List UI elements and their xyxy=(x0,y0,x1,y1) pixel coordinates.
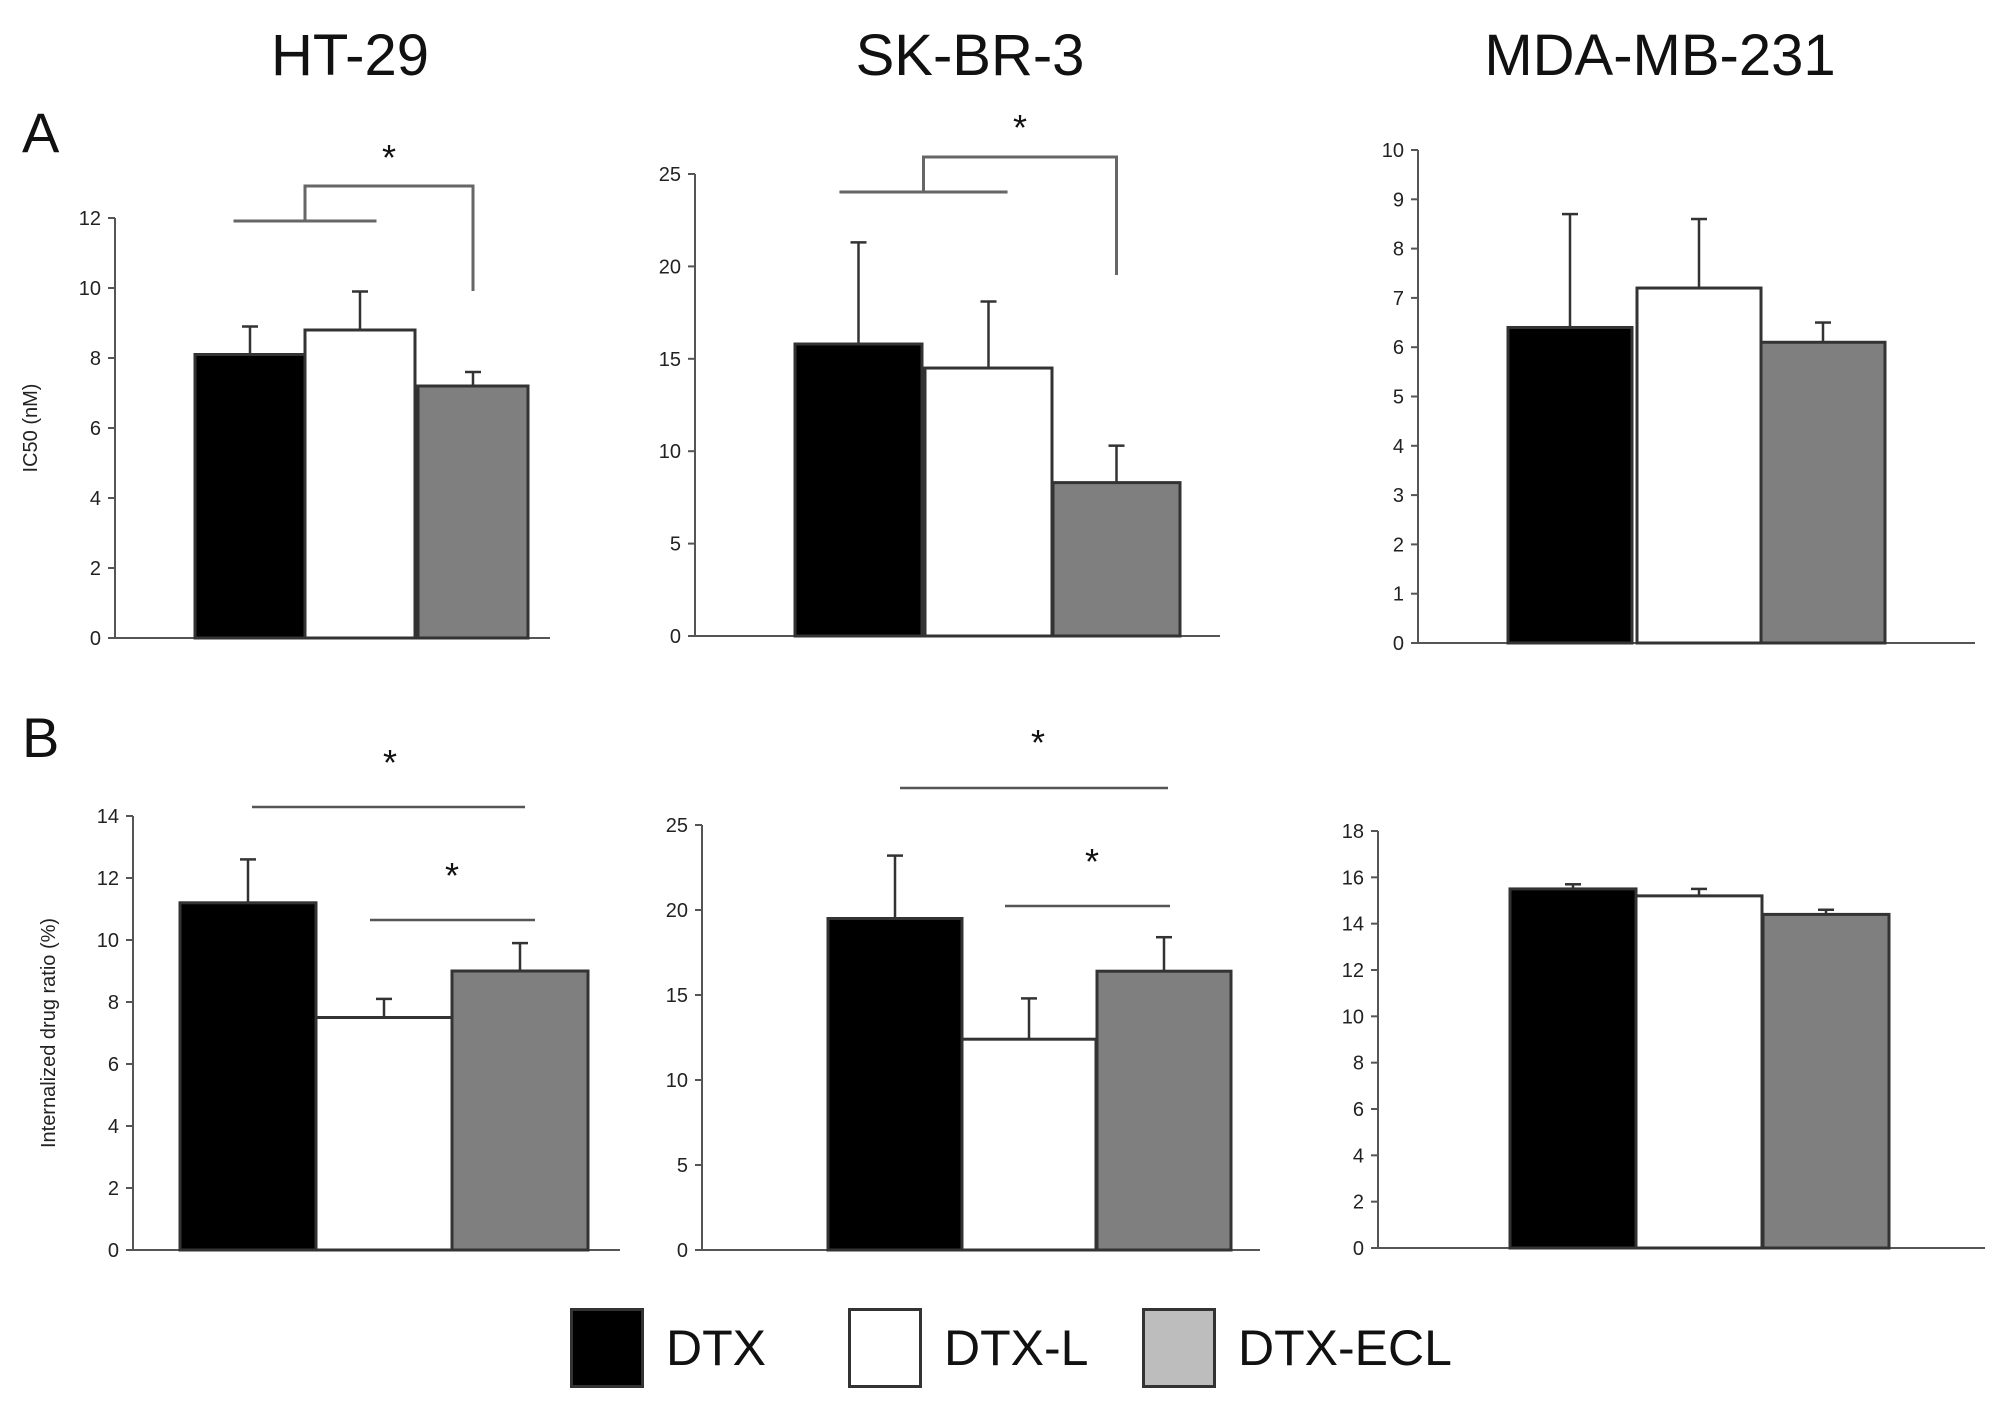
y-tick-label: 25 xyxy=(666,815,688,837)
y-tick-label: 0 xyxy=(670,626,681,648)
y-tick-label: 4 xyxy=(90,488,101,510)
bar-dtx-l xyxy=(314,1016,454,1252)
y-tick-label: 8 xyxy=(1393,239,1404,261)
legend-swatch-dtx xyxy=(570,1308,644,1388)
bar-dtx xyxy=(1508,887,1638,1250)
bar-dtx xyxy=(793,342,924,638)
y-tick-label: 4 xyxy=(1393,436,1404,458)
y-tick-label: 5 xyxy=(1393,387,1404,409)
y-tick-label: 20 xyxy=(659,256,681,278)
y-tick-label: 8 xyxy=(1353,1053,1364,1075)
chart-a-sk-br-3: 0 5 10 15 20 25 * xyxy=(659,107,1220,648)
y-tick-label: 6 xyxy=(1353,1099,1364,1121)
bar-dtx-ecl xyxy=(416,384,530,640)
chart-a-mda-mb-231: 0 1 2 3 4 5 6 7 8 9 10 xyxy=(1382,140,1975,655)
bar-dtx-l xyxy=(303,328,417,640)
y-tick-label: 6 xyxy=(108,1054,119,1076)
title-mdamb231: MDA-MB-231 xyxy=(1484,23,1836,88)
legend-swatch-dtx-l xyxy=(848,1308,922,1388)
y-tick-label: 2 xyxy=(1393,534,1404,556)
y-tick-label: 5 xyxy=(670,534,681,556)
y-tick-label: 3 xyxy=(1393,485,1404,507)
y-tick-label: 5 xyxy=(677,1155,688,1177)
legend-label-dtx-l: DTX-L xyxy=(944,1320,1089,1376)
y-axis-label: IC50 (nM) xyxy=(20,384,42,473)
y-tick-label: 0 xyxy=(90,628,101,650)
y-tick-label: 4 xyxy=(1353,1145,1364,1167)
y-tick-label: 8 xyxy=(90,348,101,370)
chart-a-ht-29: 0 2 4 6 8 10 12 IC50 (nM) * xyxy=(20,137,550,650)
y-tick-label: 7 xyxy=(1393,288,1404,310)
bar-dtx-l xyxy=(1635,286,1763,645)
y-tick-label: 15 xyxy=(659,349,681,371)
bar-dtx-ecl xyxy=(1095,969,1233,1252)
y-tick-label: 10 xyxy=(1382,140,1404,162)
y-tick-label: 10 xyxy=(659,441,681,463)
y-tick-label: 4 xyxy=(108,1116,119,1138)
significance-star: * xyxy=(1013,107,1027,148)
y-tick-label: 6 xyxy=(90,418,101,440)
y-tick-label: 20 xyxy=(666,900,688,922)
y-axis-label: Internalized drug ratio (%) xyxy=(38,918,60,1148)
y-tick-label: 16 xyxy=(1342,867,1364,889)
significance-star: * xyxy=(1085,841,1099,882)
y-tick-label: 25 xyxy=(659,164,681,186)
y-tick-label: 2 xyxy=(90,558,101,580)
significance-bracket xyxy=(922,155,1118,275)
y-tick-label: 6 xyxy=(1393,337,1404,359)
bar-dtx xyxy=(826,917,964,1252)
y-tick-label: 0 xyxy=(1393,633,1404,655)
title-ht29: HT-29 xyxy=(271,23,429,88)
legend-label-dtx-ecl: DTX-ECL xyxy=(1238,1320,1452,1376)
legend-item-dtx-ecl: DTX-ECL xyxy=(1142,1308,1452,1388)
y-tick-label: 12 xyxy=(79,208,101,230)
legend-item-dtx: DTX xyxy=(570,1308,766,1388)
y-tick-label: 0 xyxy=(677,1240,688,1262)
title-skbr3: SK-BR-3 xyxy=(855,23,1085,88)
panel-label-a: A xyxy=(22,101,60,164)
legend-label-dtx: DTX xyxy=(666,1320,766,1376)
chart-b-ht-29: 0 2 4 6 8 10 12 14 Internalized drug ratio (%) * * xyxy=(38,742,620,1262)
y-tick-label: 0 xyxy=(108,1240,119,1262)
bar-dtx xyxy=(193,353,307,640)
bar-dtx-l xyxy=(1634,894,1764,1250)
panel-label-b: B xyxy=(22,706,60,769)
y-tick-label: 10 xyxy=(666,1070,688,1092)
y-tick-label: 12 xyxy=(97,868,119,890)
significance-star: * xyxy=(445,855,459,896)
y-tick-label: 1 xyxy=(1393,584,1404,606)
y-tick-label: 8 xyxy=(108,992,119,1014)
legend-swatch-dtx-ecl xyxy=(1142,1308,1216,1388)
bar-dtx-l xyxy=(923,366,1054,638)
y-tick-label: 0 xyxy=(1353,1238,1364,1260)
y-tick-label: 14 xyxy=(97,806,119,828)
bar-dtx-ecl xyxy=(1761,912,1891,1250)
legend: DTX DTX-L DTX-ECL xyxy=(570,1308,1530,1404)
significance-star: * xyxy=(382,137,396,178)
y-tick-label: 2 xyxy=(1353,1192,1364,1214)
chart-b-sk-br-3: 0 5 10 15 20 25 * * xyxy=(666,722,1260,1262)
y-tick-label: 10 xyxy=(1342,1006,1364,1028)
y-tick-label: 10 xyxy=(79,278,101,300)
y-tick-label: 2 xyxy=(108,1178,119,1200)
chart-b-mda-mb-231: 0 2 4 6 8 10 12 14 16 18 xyxy=(1342,821,1985,1260)
y-tick-label: 10 xyxy=(97,930,119,952)
legend-item-dtx-l: DTX-L xyxy=(848,1308,1088,1388)
y-tick-label: 9 xyxy=(1393,189,1404,211)
y-tick-label: 18 xyxy=(1342,821,1364,843)
bar-dtx-ecl xyxy=(1051,481,1182,638)
bar-dtx-ecl xyxy=(450,969,590,1252)
bar-dtx-l xyxy=(960,1037,1098,1252)
bar-dtx xyxy=(178,901,318,1252)
significance-star: * xyxy=(1031,722,1045,763)
bar-dtx-ecl xyxy=(1759,340,1887,645)
y-tick-label: 15 xyxy=(666,985,688,1007)
bar-dtx xyxy=(1506,325,1634,645)
significance-bracket xyxy=(303,184,475,291)
y-tick-label: 12 xyxy=(1342,960,1364,982)
significance-star: * xyxy=(383,742,397,783)
y-tick-label: 14 xyxy=(1342,914,1364,936)
